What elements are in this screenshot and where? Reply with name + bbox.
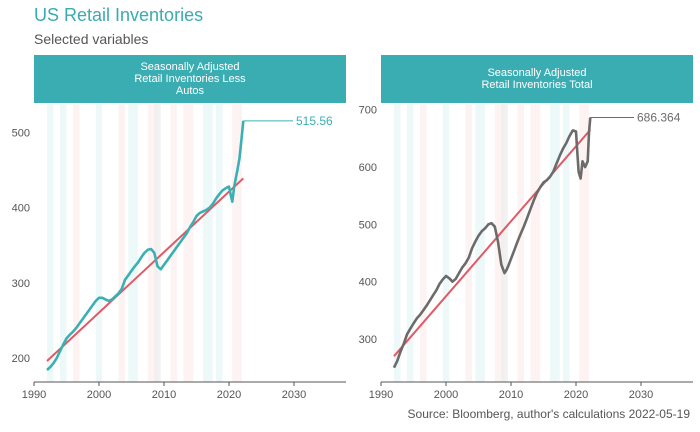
- shaded-band: [154, 104, 161, 382]
- shaded-band: [394, 104, 401, 382]
- shaded-band: [147, 104, 158, 382]
- shaded-band: [563, 104, 570, 382]
- shaded-band: [442, 104, 450, 382]
- y-tick-label: 300: [12, 278, 30, 290]
- x-tick-label: 2000: [434, 389, 458, 401]
- panel-title-strip-right: Seasonally Adjusted Retail Inventories T…: [381, 55, 693, 103]
- shaded-band: [501, 104, 508, 382]
- x-tick-label: 2030: [629, 389, 653, 401]
- page-title: US Retail Inventories: [34, 5, 204, 25]
- panel-title-line: Seasonally Adjusted: [140, 61, 240, 73]
- shaded-band: [216, 104, 223, 382]
- shaded-band: [517, 104, 524, 382]
- x-tick-label: 2030: [282, 389, 306, 401]
- x-tick-label: 2010: [152, 389, 176, 401]
- x-tick-label: 1990: [22, 389, 46, 401]
- shaded-band: [118, 104, 125, 382]
- shaded-band: [232, 104, 242, 382]
- series-line: [392, 117, 592, 369]
- x-tick-label: 2020: [564, 389, 588, 401]
- shaded-band: [550, 104, 560, 382]
- shaded-band: [420, 104, 427, 382]
- last-value-label: 515.56: [296, 114, 333, 128]
- y-tick-label: 500: [359, 219, 377, 231]
- panel-title-line: Retail Inventories Total: [481, 79, 593, 91]
- x-tick-label: 1990: [369, 389, 393, 401]
- last-value-label: 686.364: [637, 111, 681, 125]
- y-tick-label: 200: [12, 353, 30, 365]
- shaded-band: [203, 104, 213, 382]
- y-tick-label: 600: [359, 162, 377, 174]
- shaded-band: [579, 104, 589, 382]
- panel-title-line: Seasonally Adjusted: [487, 67, 587, 79]
- panel-title-line: Retail Inventories Less: [134, 73, 246, 85]
- series-line: [46, 120, 245, 371]
- shaded-band: [47, 104, 54, 382]
- x-tick-label: 2000: [87, 389, 111, 401]
- shaded-band: [475, 104, 485, 382]
- y-tick-label: 400: [12, 203, 30, 215]
- x-tick-label: 2020: [217, 389, 241, 401]
- y-tick-label: 400: [359, 277, 377, 289]
- shaded-band: [183, 104, 194, 382]
- shaded-band: [494, 104, 505, 382]
- y-tick-label: 500: [12, 128, 30, 140]
- shaded-band: [73, 104, 80, 382]
- panel-title-line: Autos: [175, 85, 205, 97]
- x-tick-label: 2010: [499, 389, 523, 401]
- shaded-band: [465, 104, 472, 382]
- trend-line: [393, 129, 592, 357]
- shaded-band: [95, 104, 103, 382]
- panel-title-strip-left: Seasonally Adjusted Retail Inventories L…: [34, 55, 346, 103]
- shaded-band: [60, 104, 67, 382]
- shaded-band: [530, 104, 541, 382]
- trend-line: [46, 177, 244, 362]
- shaded-band: [407, 104, 414, 382]
- y-tick-label: 700: [359, 105, 377, 117]
- shaded-band: [128, 104, 138, 382]
- y-tick-label: 300: [359, 334, 377, 346]
- page-subtitle: Selected variables: [34, 31, 149, 47]
- source-note: Source: Bloomberg, author's calculations…: [407, 407, 690, 421]
